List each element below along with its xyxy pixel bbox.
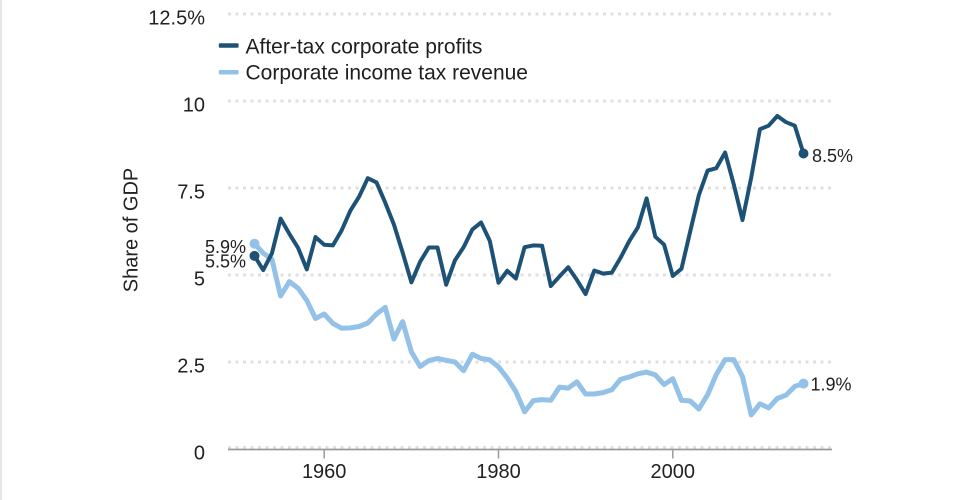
svg-text:1.9%: 1.9%	[811, 375, 852, 395]
svg-text:7.5: 7.5	[177, 181, 205, 203]
svg-text:5.9%: 5.9%	[205, 237, 246, 257]
svg-text:10: 10	[183, 94, 205, 116]
svg-text:Share of GDP: Share of GDP	[121, 168, 143, 293]
svg-text:Corporate income tax revenue: Corporate income tax revenue	[246, 62, 529, 85]
svg-text:0: 0	[194, 442, 205, 464]
svg-text:1960: 1960	[302, 461, 347, 483]
svg-text:5.5%: 5.5%	[205, 252, 246, 272]
svg-text:2000: 2000	[651, 461, 696, 483]
svg-text:2.5: 2.5	[177, 355, 205, 377]
svg-text:12.5%: 12.5%	[148, 7, 205, 29]
svg-text:After-tax corporate profits: After-tax corporate profits	[246, 36, 483, 59]
svg-text:5: 5	[194, 268, 205, 290]
svg-text:1980: 1980	[476, 461, 521, 483]
svg-text:8.5%: 8.5%	[812, 146, 853, 166]
